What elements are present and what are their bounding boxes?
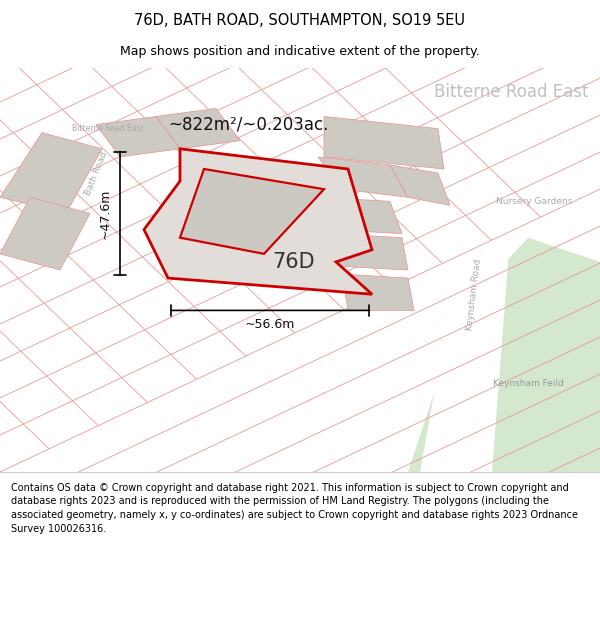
Text: 76D: 76D — [272, 252, 316, 272]
Polygon shape — [0, 68, 600, 116]
Polygon shape — [0, 68, 198, 242]
Polygon shape — [330, 234, 408, 270]
Polygon shape — [318, 198, 402, 234]
Polygon shape — [180, 169, 324, 254]
Text: Contains OS data © Crown copyright and database right 2021. This information is : Contains OS data © Crown copyright and d… — [11, 482, 578, 534]
Text: Map shows position and indicative extent of the property.: Map shows position and indicative extent… — [120, 44, 480, 58]
Text: ~56.6m: ~56.6m — [245, 318, 295, 331]
Text: ~47.6m: ~47.6m — [98, 188, 112, 239]
Text: 76D, BATH ROAD, SOUTHAMPTON, SO19 5EU: 76D, BATH ROAD, SOUTHAMPTON, SO19 5EU — [134, 13, 466, 28]
Text: Bitterne Road East: Bitterne Road East — [72, 124, 143, 133]
Text: Nursery Gardens: Nursery Gardens — [496, 197, 572, 206]
Polygon shape — [96, 116, 180, 157]
Text: Bath Road: Bath Road — [83, 150, 109, 196]
Polygon shape — [0, 132, 102, 214]
Polygon shape — [408, 238, 600, 472]
Text: Keynsham Road: Keynsham Road — [465, 258, 483, 331]
Polygon shape — [144, 149, 372, 294]
Polygon shape — [156, 108, 240, 149]
Polygon shape — [0, 198, 90, 270]
Polygon shape — [324, 116, 444, 169]
Text: Bitterne Road East: Bitterne Road East — [433, 83, 588, 101]
Text: ~822m²/~0.203ac.: ~822m²/~0.203ac. — [168, 116, 328, 134]
Polygon shape — [342, 274, 414, 311]
Polygon shape — [390, 165, 450, 206]
Text: Keynsham Feild: Keynsham Feild — [493, 379, 563, 388]
Polygon shape — [318, 157, 408, 198]
Polygon shape — [420, 116, 528, 472]
